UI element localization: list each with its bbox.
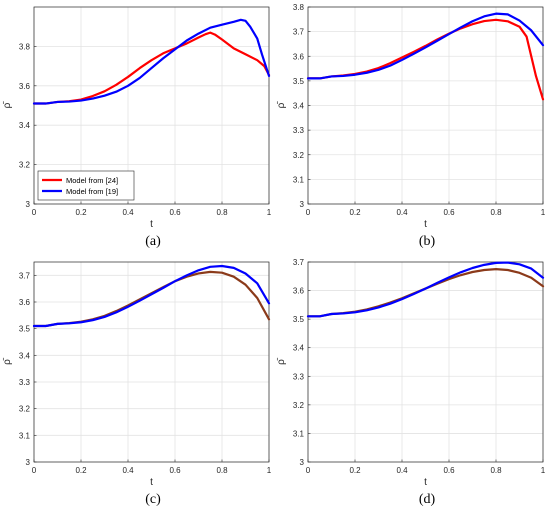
y-tick-label: 3.2 <box>293 401 305 410</box>
plot-area <box>308 262 543 462</box>
y-tick-label: 3.6 <box>293 52 305 61</box>
x-axis-label: t <box>150 219 153 230</box>
y-tick-label: 3.4 <box>293 102 305 111</box>
y-tick-label: 3.3 <box>293 126 305 135</box>
y-tick-label: 3.3 <box>19 378 31 387</box>
x-tick-label: 0.2 <box>349 208 361 217</box>
x-axis-label: t <box>424 477 427 488</box>
y-tick-label: 3.7 <box>19 271 31 280</box>
legend-box <box>37 170 135 201</box>
y-tick-label: 3.7 <box>293 28 305 37</box>
legend-label-1: Model from [24] <box>66 176 118 185</box>
y-tick-label: 3.3 <box>293 372 305 381</box>
chart-panel-d: 0 0.2 0.4 0.6 0.8 1 3 3.1 3.2 3.3 3.4 3.5 3.6 3.7 t ρ̄ <box>276 258 546 488</box>
y-tick-label: 3.6 <box>19 298 31 307</box>
panel-caption-a: (a) <box>145 234 161 249</box>
x-tick-label: 0 <box>32 466 37 475</box>
x-tick-label: 1 <box>541 466 546 475</box>
series-line-2 <box>306 12 545 80</box>
legend: Model from [24] Model from [19] <box>37 170 135 201</box>
y-tick-label: 3 <box>300 458 305 467</box>
y-tick-label: 3.1 <box>19 431 31 440</box>
y-tick-label: 3.6 <box>19 82 31 91</box>
series-line-2 <box>32 18 271 105</box>
panel-caption-c: (c) <box>145 492 161 507</box>
x-tick-label: 1 <box>267 208 272 217</box>
y-tick-label: 3.1 <box>293 429 305 438</box>
x-tick-label: 0.8 <box>216 466 228 475</box>
x-axis-label: t <box>424 219 427 230</box>
chart-panel-c: 0 0.2 0.4 0.6 0.8 1 3 3.1 3.2 3.3 3.4 3.5 3.6 3.7 t ρ̄ <box>2 261 272 488</box>
axes-box <box>307 6 544 205</box>
x-tick-label: 1 <box>267 466 272 475</box>
chart-panel-b: 0 0.2 0.4 0.6 0.8 1 3 3.1 3.2 3.3 3.4 3.5 3.6 3.7 3.8 t… <box>276 3 546 230</box>
x-tick-label: 0 <box>306 208 311 217</box>
y-tick-label: 3.8 <box>293 3 305 12</box>
y-tick-label: 3.6 <box>293 287 305 296</box>
x-tick-label: 0.6 <box>169 466 181 475</box>
y-tick-label: 3 <box>26 200 31 209</box>
x-tick-label: 0.8 <box>490 208 502 217</box>
axes-box <box>33 261 270 463</box>
axes-box <box>307 261 544 463</box>
x-tick-label: 0.4 <box>396 208 408 217</box>
x-tick-label: 0.6 <box>169 208 181 217</box>
y-axis-label: ρ̄ <box>2 357 13 365</box>
panel-caption-d: (d) <box>419 492 436 507</box>
y-tick-label: 3.5 <box>293 77 305 86</box>
chart-panel-a: 0 0.2 0.4 0.6 0.8 1 3 3.2 3.4 3.6 3.8 t ρ̄ Model from… <box>2 6 272 230</box>
y-tick-label: 3.5 <box>19 325 31 334</box>
y-tick-label: 3.4 <box>19 121 31 130</box>
y-tick-label: 3.5 <box>293 315 305 324</box>
x-tick-label: 0.4 <box>396 466 408 475</box>
x-tick-label: 0.8 <box>490 466 502 475</box>
y-tick-label: 3 <box>300 200 305 209</box>
x-tick-label: 0.4 <box>122 208 134 217</box>
x-tick-label: 0 <box>306 466 311 475</box>
y-axis-label: ρ̄ <box>276 357 287 365</box>
x-tick-label: 1 <box>541 208 546 217</box>
y-tick-label: 3.7 <box>293 258 305 267</box>
x-tick-label: 0.2 <box>75 466 87 475</box>
x-tick-label: 0.6 <box>443 208 455 217</box>
y-tick-label: 3.8 <box>19 42 31 51</box>
x-tick-label: 0.4 <box>122 466 134 475</box>
y-axis-label: ρ̄ <box>2 101 13 109</box>
series-line-2 <box>32 264 271 328</box>
x-tick-label: 0.2 <box>75 208 87 217</box>
y-axis-label: ρ̄ <box>276 101 287 109</box>
series-line-2 <box>306 261 545 318</box>
axes-box <box>33 6 270 205</box>
y-tick-label: 3.1 <box>293 175 305 184</box>
x-tick-label: 0.8 <box>216 208 228 217</box>
y-tick-label: 3.2 <box>293 151 305 160</box>
x-tick-label: 0.2 <box>349 466 361 475</box>
y-tick-label: 3.4 <box>293 344 305 353</box>
y-tick-label: 3.4 <box>19 351 31 360</box>
y-tick-label: 3 <box>26 458 31 467</box>
y-tick-label: 3.2 <box>19 405 31 414</box>
panel-caption-b: (b) <box>419 234 436 249</box>
legend-label-2: Model from [19] <box>66 187 118 196</box>
x-tick-label: 0.6 <box>443 466 455 475</box>
x-axis-label: t <box>150 477 153 488</box>
y-tick-label: 3.2 <box>19 161 31 170</box>
x-tick-label: 0 <box>32 208 37 217</box>
